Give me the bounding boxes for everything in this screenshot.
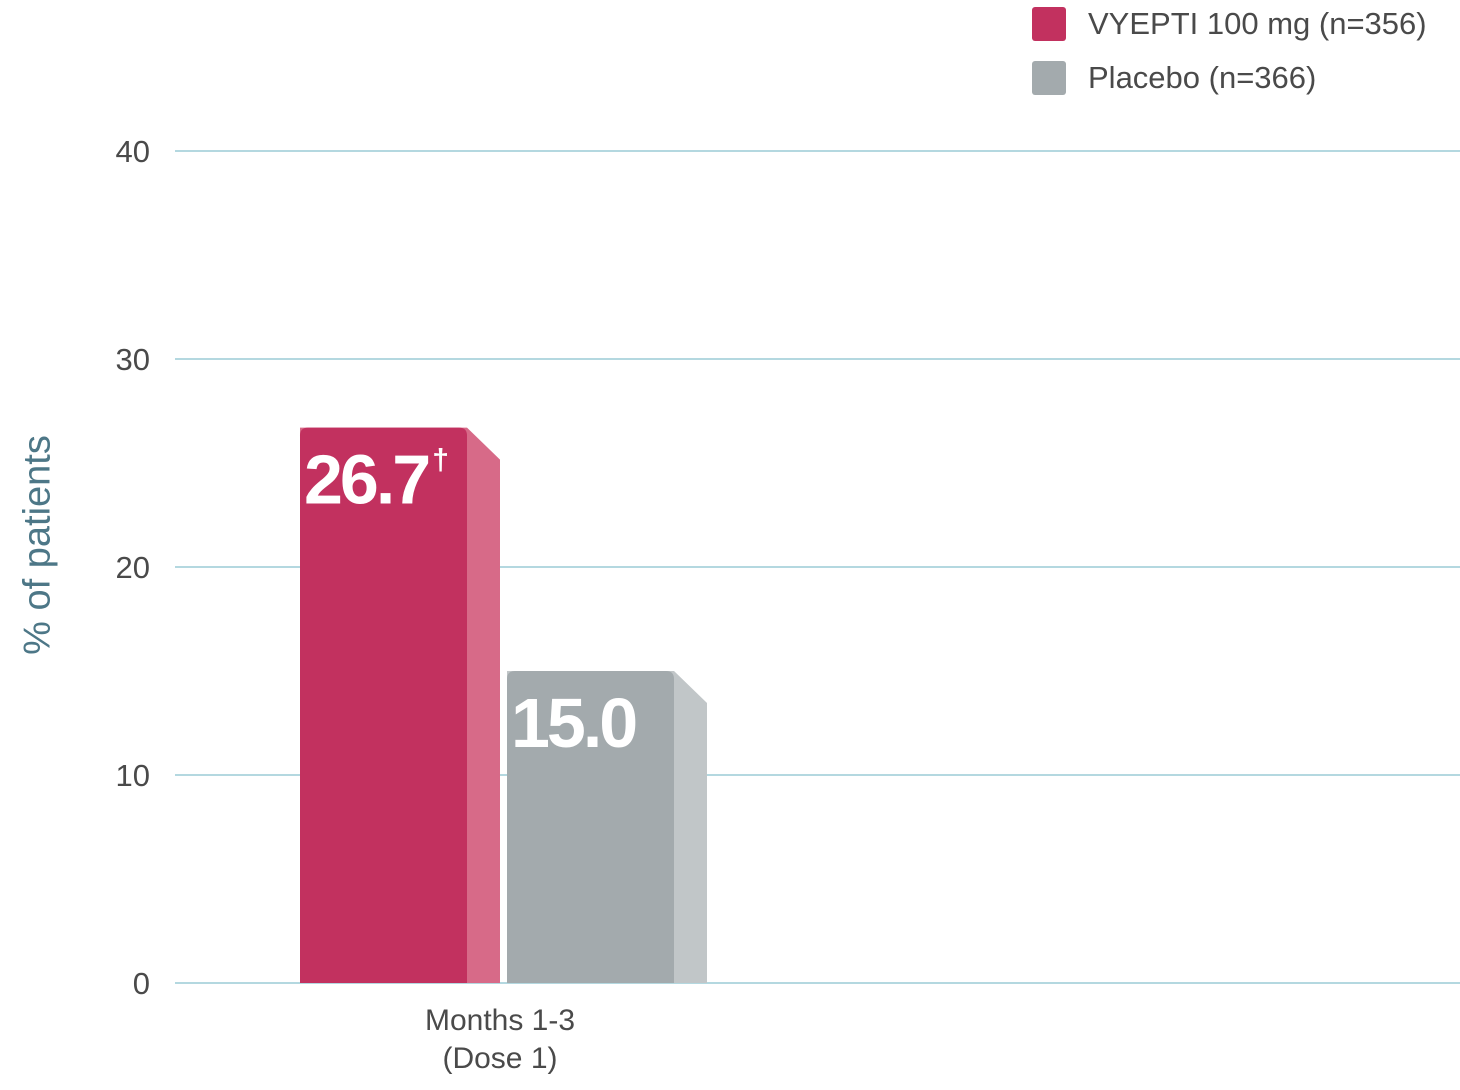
bar-placebo — [507, 671, 674, 983]
legend-label-placebo: Placebo (n=366) — [1088, 60, 1317, 95]
legend-item-vyepti: VYEPTI 100 mg (n=356) — [1032, 6, 1427, 42]
legend-item-placebo: Placebo (n=366) — [1032, 60, 1427, 96]
y-tick-label-20: 20 — [116, 550, 150, 585]
y-axis-ticks: 0 10 20 30 40 — [116, 134, 150, 1001]
x-category-line-2: (Dose 1) — [442, 1042, 558, 1075]
value-label-placebo: 15.0 — [511, 684, 636, 762]
bar-vyepti — [300, 427, 467, 983]
x-category-line-1: Months 1-3 — [424, 1004, 576, 1037]
legend-swatch-placebo — [1032, 61, 1066, 95]
y-tick-label-10: 10 — [116, 758, 150, 793]
legend-swatch-vyepti — [1032, 7, 1066, 41]
bars — [300, 427, 707, 983]
legend-label-vyepti: VYEPTI 100 mg (n=356) — [1088, 6, 1427, 41]
y-tick-label-40: 40 — [116, 134, 150, 169]
y-axis-label: % of patients — [16, 435, 59, 655]
value-label-vyepti: 26.7 — [304, 441, 428, 519]
x-category-label: Months 1-3 (Dose 1) — [310, 1002, 690, 1078]
value-labels: 26.7 † 15.0 — [304, 441, 639, 762]
legend: VYEPTI 100 mg (n=356) Placebo (n=366) — [1032, 6, 1427, 114]
y-tick-label-0: 0 — [133, 966, 150, 1001]
y-tick-label-30: 30 — [116, 342, 150, 377]
value-label-dagger: † — [432, 444, 449, 477]
